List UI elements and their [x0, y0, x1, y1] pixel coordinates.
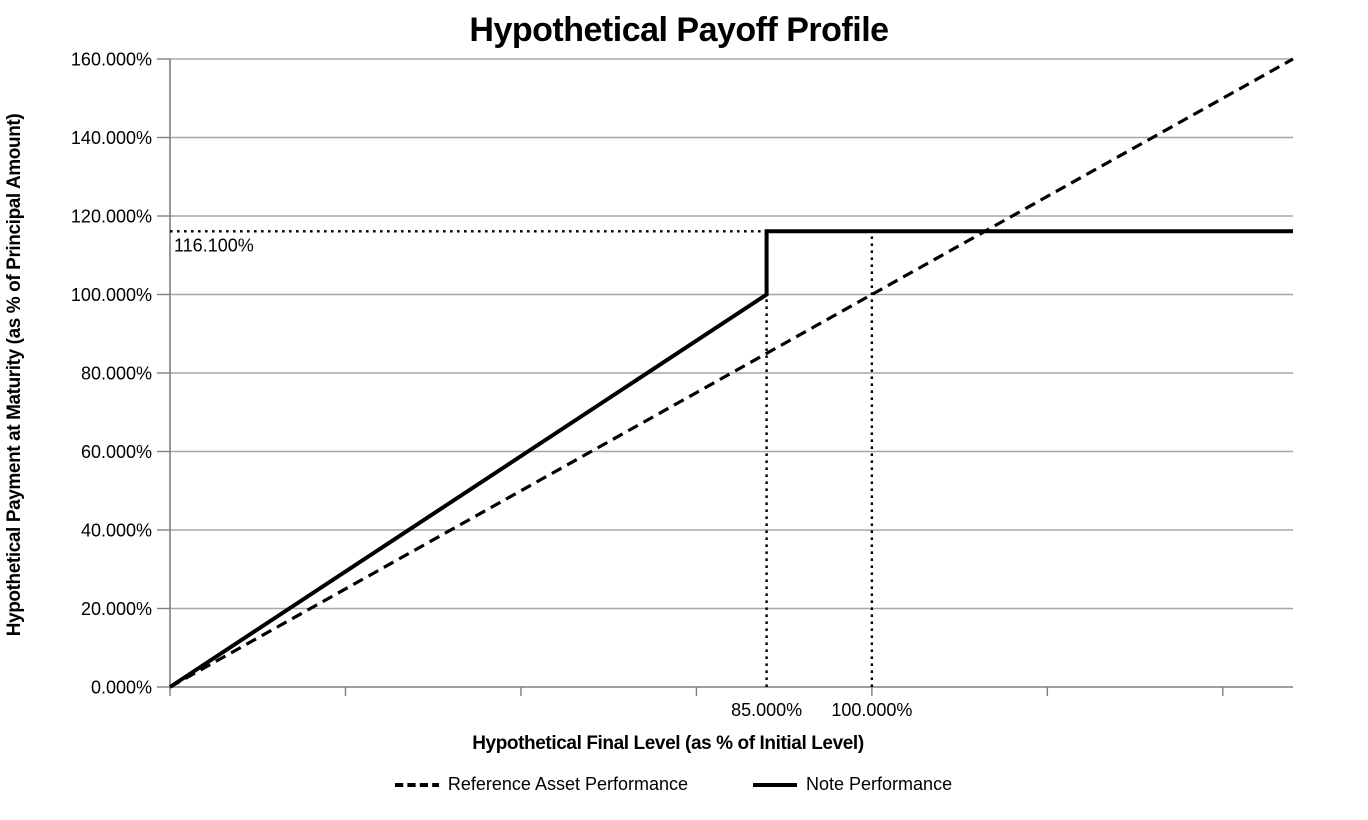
y-tick-label-120: 120.000% — [71, 207, 152, 227]
legend: Reference Asset Performance Note Performa… — [0, 774, 1346, 795]
y-tick-label-20: 20.000% — [81, 599, 152, 619]
x-tick-label-85: 85.000% — [731, 700, 802, 720]
y-tick-label-0: 0.000% — [91, 678, 152, 698]
series-note-performance — [168, 229, 1293, 689]
y-tick-label-60: 60.000% — [81, 442, 152, 462]
y-axis-title: Hypothetical Payment at Maturity (as % o… — [4, 113, 25, 637]
y-tick-label-160: 160.000% — [71, 50, 152, 70]
cap-level-annotation: 116.100% — [174, 235, 254, 255]
legend-item-note-performance: Note Performance — [752, 774, 952, 795]
y-tick-label-40: 40.000% — [81, 521, 152, 541]
x-tick-label-100: 100.000% — [831, 700, 912, 720]
y-tick-label-100: 100.000% — [71, 285, 152, 305]
legend-label: Note Performance — [806, 774, 953, 794]
legend-label: Reference Asset Performance — [447, 774, 689, 794]
legend-item-reference-asset-performance: Reference Asset Performance — [394, 774, 688, 795]
series-reference-asset-performance — [169, 57, 1294, 689]
y-tick-label-140: 140.000% — [71, 128, 152, 148]
chart-title: Hypothetical Payoff Profile — [469, 11, 889, 49]
x-axis-title: Hypothetical Final Level (as % of Initia… — [472, 733, 864, 754]
y-tick-label-80: 80.000% — [81, 364, 152, 384]
dashed-line-swatch-icon — [394, 782, 439, 787]
solid-line-swatch-icon — [753, 782, 798, 787]
